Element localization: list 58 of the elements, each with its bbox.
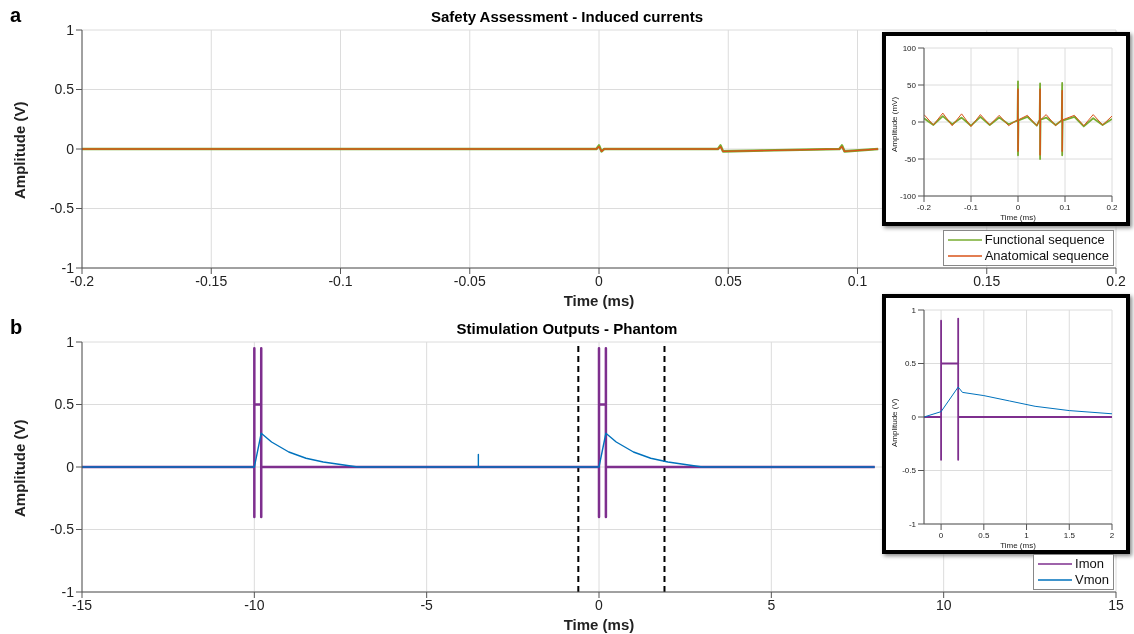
y-tick-label: 100: [902, 43, 917, 53]
x-tick-label: 2: [1109, 530, 1115, 540]
x-axis-title: Time (ms): [1000, 213, 1037, 222]
y-tick-label: 0: [911, 412, 917, 422]
x-tick-label: 0.1: [847, 272, 868, 289]
x-tick-label: 0.05: [714, 272, 743, 289]
y-tick-label: 0.5: [54, 81, 75, 98]
x-tick-label: -0.15: [195, 272, 228, 289]
x-tick-label: -0.2: [917, 202, 932, 212]
x-axis-title: Time (ms): [1000, 541, 1037, 550]
y-axis-title: Amplitude (mV): [889, 96, 899, 152]
x-tick-label: -0.05: [453, 272, 486, 289]
x-tick-label: 1: [1024, 530, 1030, 540]
y-tick-label: -0.5: [49, 521, 75, 538]
y-tick-label: -100: [899, 191, 917, 201]
legend-label: Vmon: [1075, 572, 1109, 588]
y-tick-label: 50: [907, 80, 917, 90]
legend-label: Functional sequence: [984, 232, 1105, 248]
x-tick-label: 10: [935, 596, 952, 613]
x-tick-label: 0.2: [1106, 202, 1119, 212]
y-tick-label: -50: [904, 154, 917, 164]
x-tick-label: 0.15: [973, 272, 1001, 289]
text: a: [10, 4, 22, 27]
y-tick-label: 1: [66, 333, 75, 350]
x-tick-label: 0: [595, 272, 604, 289]
y-tick-label: -1: [908, 519, 917, 529]
x-tick-label: 0.1: [1059, 202, 1072, 212]
y-tick-label: 0.5: [904, 359, 917, 369]
x-tick-label: -5: [420, 596, 434, 613]
y-axis-title: Amplitude (V): [889, 398, 899, 447]
chart-title: Safety Assessment - Induced currents: [430, 8, 704, 25]
chart-title: Stimulation Outputs - Phantom: [456, 320, 678, 337]
y-tick-label: -0.5: [49, 200, 75, 217]
x-axis-title: Time (ms): [563, 616, 635, 633]
y-tick-label: 0: [66, 458, 75, 475]
y-axis-title: Amplitude (V): [11, 101, 29, 199]
x-tick-label: 0: [1015, 202, 1021, 212]
y-tick-label: 1: [66, 21, 75, 38]
legend-label: Anatomical sequence: [984, 248, 1109, 264]
x-tick-label: -10: [244, 596, 265, 613]
x-tick-label: 0: [938, 530, 944, 540]
y-tick-label: 1: [911, 305, 917, 315]
x-tick-label: 0: [595, 596, 604, 613]
x-tick-label: -0.1: [328, 272, 353, 289]
legend-label: Imon: [1075, 556, 1104, 572]
y-tick-label: -0.5: [902, 466, 917, 476]
y-tick-label: 0.5: [54, 396, 75, 413]
y-axis-title: Amplitude (V): [11, 419, 29, 517]
x-tick-label: 0.2: [1106, 272, 1126, 289]
x-tick-label: -0.1: [964, 202, 979, 212]
x-tick-label: 0.5: [978, 530, 990, 540]
y-tick-label: 0: [911, 117, 917, 127]
x-tick-label: 15: [1108, 596, 1124, 613]
y-tick-label: 0: [66, 140, 75, 157]
x-tick-label: 1.5: [1063, 530, 1076, 540]
text: b: [10, 316, 23, 339]
x-tick-label: 5: [767, 596, 776, 613]
x-axis-title: Time (ms): [563, 292, 635, 309]
